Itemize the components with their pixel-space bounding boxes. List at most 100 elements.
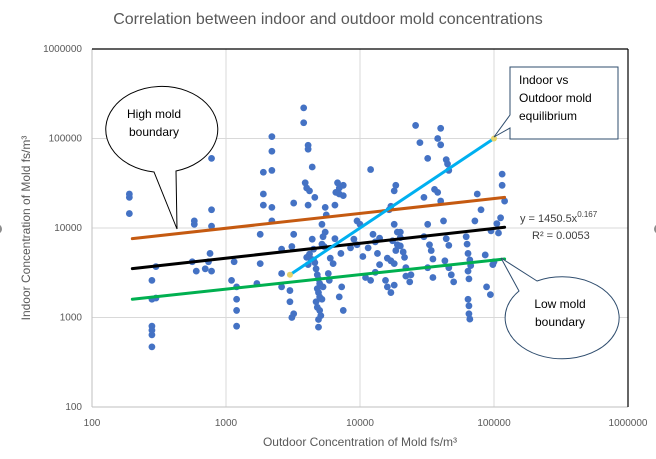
y-axis-label: Indoor Concentration of Mold fs/m³ — [19, 136, 33, 321]
callout-low-bubble — [500, 257, 620, 360]
data-point — [233, 295, 241, 303]
data-point — [315, 316, 322, 323]
data-point — [300, 104, 308, 112]
equilibrium-end-marker — [491, 135, 497, 142]
callout-low-line-1: Low mold — [534, 297, 585, 311]
data-point — [306, 187, 313, 195]
data-point — [286, 287, 294, 294]
data-point — [316, 307, 324, 314]
data-point — [416, 139, 424, 146]
data-point — [208, 222, 215, 230]
data-point — [190, 220, 198, 228]
data-point — [350, 235, 358, 243]
data-point — [399, 248, 407, 256]
data-point — [465, 302, 473, 310]
data-point — [374, 250, 381, 257]
data-point — [201, 265, 209, 273]
data-point — [442, 235, 450, 243]
chart-title: Correlation between indoor and outdoor m… — [113, 11, 543, 28]
data-point — [489, 261, 497, 268]
data-point — [148, 343, 156, 351]
data-point — [148, 331, 156, 339]
data-point — [208, 206, 215, 214]
data-point — [290, 199, 298, 207]
data-point — [268, 167, 276, 174]
x-tick-label: 1000000 — [609, 418, 648, 429]
data-point — [228, 276, 235, 284]
data-point — [326, 254, 334, 262]
data-point — [383, 283, 391, 291]
data-point — [390, 260, 398, 268]
y-tick-label: 1000 — [60, 313, 83, 324]
data-point — [206, 250, 214, 257]
data-point — [483, 283, 490, 291]
data-point — [148, 276, 156, 284]
data-point — [288, 243, 296, 250]
callout-high-mold-boundary: High mold boundary — [105, 85, 219, 230]
data-point — [259, 190, 267, 198]
data-point — [335, 293, 343, 301]
callout-equilibrium-line-2: Outdoor mold — [519, 91, 592, 105]
x-tick-labels: 100 1000 10000 100000 1000000 — [84, 418, 648, 429]
data-point — [337, 250, 345, 257]
data-point — [390, 220, 398, 228]
data-point — [463, 240, 471, 248]
data-point — [407, 271, 415, 279]
data-point — [424, 220, 432, 228]
callout-low-mold-boundary: Low mold boundary — [500, 257, 620, 360]
data-point — [424, 154, 432, 162]
data-point — [390, 281, 398, 289]
data-point — [290, 230, 298, 238]
data-point — [427, 247, 435, 254]
data-point — [495, 229, 502, 237]
data-point — [311, 193, 319, 201]
data-point — [300, 119, 308, 127]
data-point — [390, 187, 398, 195]
data-point — [464, 267, 472, 275]
data-point — [364, 244, 372, 252]
data-point — [230, 258, 238, 266]
data-point — [367, 166, 375, 173]
data-point — [477, 206, 485, 214]
equilibrium-start-marker — [286, 271, 293, 278]
data-point — [208, 267, 215, 275]
data-point — [339, 307, 347, 314]
data-point — [304, 201, 312, 209]
data-point — [268, 133, 276, 141]
data-point — [334, 179, 341, 187]
data-point — [473, 190, 481, 198]
y-tick-label: 100 — [65, 402, 82, 413]
x-tick-label: 100 — [84, 418, 101, 429]
data-point — [382, 276, 389, 284]
data-point — [338, 283, 346, 291]
callout-high-line-2: boundary — [129, 125, 179, 139]
equilibrium-line — [288, 137, 496, 277]
data-point — [465, 275, 473, 283]
data-point — [362, 274, 369, 281]
callout-high-bubble — [105, 85, 219, 230]
x-tick-label: 10000 — [346, 418, 374, 429]
data-point — [339, 181, 347, 189]
data-point — [288, 314, 296, 321]
data-point — [308, 235, 316, 243]
data-point — [331, 201, 339, 209]
data-point — [319, 283, 327, 291]
data-point — [278, 283, 286, 291]
data-point — [498, 170, 506, 178]
data-point — [347, 244, 354, 252]
data-point — [259, 201, 267, 209]
data-point — [376, 261, 383, 268]
data-point — [192, 267, 200, 275]
data-point — [304, 145, 312, 153]
data-point — [486, 291, 494, 299]
data-point — [278, 270, 286, 277]
data-point — [441, 257, 449, 265]
data-point — [434, 188, 442, 196]
data-point — [208, 154, 215, 162]
data-point — [464, 295, 472, 303]
callout-equilibrium: Indoor vs Outdoor mold equilibrium — [493, 66, 619, 140]
data-point — [125, 193, 133, 201]
data-point — [315, 323, 322, 331]
data-point — [312, 298, 320, 306]
